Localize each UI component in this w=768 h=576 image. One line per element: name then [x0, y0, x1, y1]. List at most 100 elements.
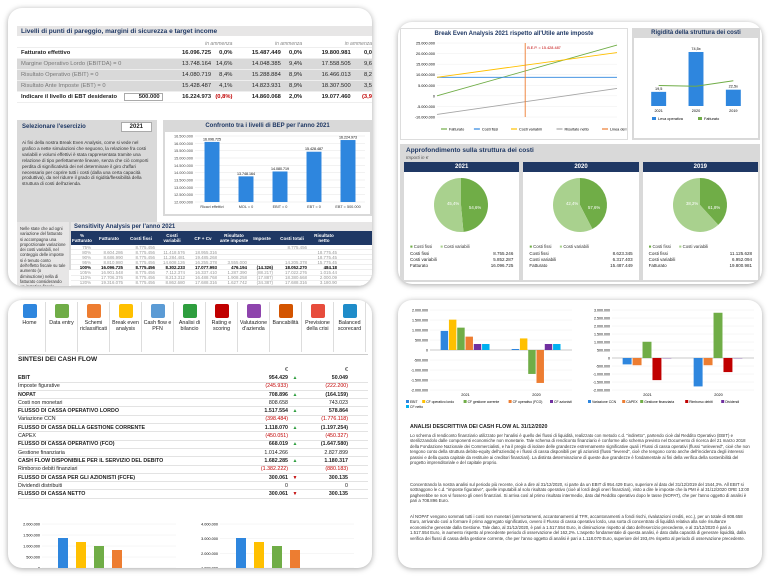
ribbon-button-break-even-analysis[interactable]: Break even analysis — [110, 302, 142, 352]
cash-flow-table: € € EBIT 954.429 ▲ 50.049 Imposte figurative (2… — [18, 366, 368, 499]
ribbon-button-analisi-di-bilancio[interactable]: Analisi di bilancio — [174, 302, 206, 352]
cash-flow-value-previous: (222.200) — [325, 383, 348, 390]
trend-arrow-icon: ▼ — [292, 491, 298, 498]
sensitivity-cell: (34.387) — [256, 280, 273, 286]
mini-bar — [290, 550, 300, 568]
sensitivity-cell: 8.686.990 — [103, 254, 123, 260]
rigidity-chart-title: Rigidità della struttura dei costi — [651, 30, 741, 36]
legend-label: CF gestione corrente — [468, 400, 500, 404]
pie-legend: ■ Costi fissi ■ Costi variabili — [523, 242, 638, 250]
sensitivity-row: 75% 8.775.456 8.775.456 — [71, 245, 372, 251]
pie-value: 8.623.345 — [612, 250, 633, 256]
legend-label: Costi fissi — [413, 243, 433, 249]
cash-flow-bar — [536, 350, 544, 383]
pie-value-label: Costi variabili — [410, 256, 437, 262]
legend-label: CF netto — [410, 405, 423, 409]
sensitivity-row: 120% 19.316.075 8.775.456 8.862.680 17.688.3… — [71, 280, 372, 286]
cash-flow-bar-chart-right: 3.000.000 2.500.000 2.000.000 1.500.000 1.00… — [588, 309, 754, 404]
y-tick-label: -500.000 — [414, 359, 428, 363]
y-tick-label: 10.000.000 — [416, 73, 435, 77]
pie-value-row: Costi fissi 8.755.246 — [404, 250, 519, 256]
pie-slice-variable — [553, 178, 593, 232]
bep-bar — [238, 176, 254, 202]
bep-pct: 0,0% — [219, 50, 233, 56]
analysis-paragraph-3: Al NOPAT vengono sommati tutti i costi n… — [410, 514, 746, 541]
cash-flow-value-current: 668.019 — [268, 441, 288, 448]
sensitivity-header-cell: CF + Cv — [194, 235, 212, 241]
bep-pct: 4,1% — [219, 83, 233, 89]
ribbon-button-schemi-riclassificati[interactable]: Schemi riclassificati — [78, 302, 110, 352]
y-tick-label: 0 — [38, 567, 40, 569]
sensitivity-cell: 1.908.258 — [227, 275, 247, 281]
cash-flow-value-current: 708.896 — [268, 391, 288, 398]
cash-flow-row: Costi non monetari 808.658 743.023 — [18, 399, 368, 408]
target-ebt-input[interactable]: 500.000 — [123, 93, 163, 101]
y-tick-label: 3.000.000 — [201, 537, 218, 541]
pie-value-label: Costi variabili — [648, 256, 676, 262]
legend-swatch — [721, 400, 725, 403]
sensitivity-cell: 110% — [80, 275, 91, 281]
sensitivity-cell: 8.775.456 — [135, 270, 155, 276]
pie-label-fixed: 42,4% — [566, 201, 578, 206]
ribbon-button-bancabilit-[interactable]: Bancabilità — [270, 302, 302, 352]
sensitivity-cell: 14.608.126 — [163, 259, 185, 265]
ribbon-label: Schemi riclassificati — [79, 320, 108, 332]
legend-swatch — [640, 400, 644, 403]
ribbon-icon — [150, 304, 165, 318]
legend-label: EBIT — [410, 400, 418, 404]
y-tick-label: -1.500.000 — [593, 381, 610, 385]
pie-value-row: Fatturato 19.800.981 — [643, 262, 758, 268]
cash-flow-value-current: 1.014.266 — [264, 449, 288, 456]
sensitivity-header-cell: Costi fissi — [130, 235, 152, 241]
leverage-bar — [651, 91, 667, 106]
bep-line-chart-title: Break Even Analysis 2021 rispetto all'Ut… — [434, 31, 594, 37]
ribbon-icon — [310, 304, 325, 318]
ribbon-icon — [182, 304, 197, 318]
sensitivity-cell: 17.688.316 — [195, 280, 217, 286]
exercise-year-select[interactable]: 2021 — [120, 122, 152, 132]
y-tick-label: 14.500.000 — [174, 164, 193, 168]
pie-value: 11.125.628 — [729, 250, 752, 256]
bep-pct: 2,0% — [288, 94, 303, 100]
sensitivity-cell: 8.862.680 — [165, 280, 185, 286]
sensitivity-cell: 8.775.456 — [135, 275, 155, 281]
ribbon-button-data-entry[interactable]: Data entry — [46, 302, 78, 352]
pie-value-row: Fatturato 15.487.449 — [523, 262, 638, 268]
cash-flow-bar — [528, 350, 536, 374]
ribbon-label: Analisi di bilancio — [178, 320, 201, 332]
bep-value: 16.224.973 — [182, 94, 212, 100]
cash-flow-value-previous: (450.327) — [325, 433, 348, 440]
bar-data-label: 16.096.725 — [203, 137, 221, 141]
cash-flow-value-previous: 743.023 — [328, 399, 348, 406]
cash-flow-label: Gestione finanziaria — [18, 449, 65, 456]
legend-label: Linea del B.E.P. — [610, 127, 627, 131]
bar-data-label: 16.224.973 — [339, 136, 357, 140]
pie-chart: 38,2% 61,8% — [672, 178, 727, 232]
ribbon-button-balanced-scorecard[interactable]: Balanced scorecard — [334, 302, 366, 352]
pie-value: 16.096.725 — [490, 262, 514, 268]
cash-flow-bar — [703, 358, 713, 366]
bep-value: 16.096.725 — [182, 50, 212, 56]
ribbon-button-valutazione-d-azienda[interactable]: Valutazione d'azienda — [238, 302, 270, 352]
legend-swatch — [406, 405, 409, 408]
pie-label-fixed: 45,4% — [447, 201, 459, 206]
sensitivity-cell: 8.775.456 — [135, 280, 155, 286]
bep-chart-title: Confronto tra i livelli di BEP per l'ann… — [205, 123, 330, 129]
ribbon-button-cash-flow-e-pfn[interactable]: Cash flow e PFN — [142, 302, 174, 352]
sensitivity-row: 105% 16.901.548 8.775.456 7.112.374 16.337.4… — [71, 270, 372, 276]
legend-swatch: ■ Costi variabili — [440, 243, 470, 249]
sensitivity-table: % Fatturato Fatturato Costi fissi Costi var… — [71, 231, 372, 286]
x-tick-label: 2021 — [643, 393, 651, 397]
sensitivity-cell: 14.205.378 — [285, 259, 307, 265]
bep-level-label: Risultato Ante Imposte (EBT) = 0 — [21, 83, 106, 89]
sensitivity-cell: 18.380.668 — [285, 275, 307, 281]
sensitivity-cell: 17.706.376 — [101, 275, 123, 281]
cash-flow-bar — [723, 358, 733, 373]
ribbon-button-previsione-della-crisi[interactable]: Previsione della crisi — [302, 302, 334, 352]
y-tick-label: 1.000.000 — [201, 567, 218, 569]
sensitivity-row: 80% 8.604.286 8.775.456 11.418.576 18.955.31… — [71, 250, 372, 256]
revenue-line — [658, 80, 734, 87]
ribbon-button-home[interactable]: Home — [14, 302, 46, 352]
sensitivity-cell: 16.488.768 — [195, 275, 217, 281]
ribbon-button-rating-e-scoring[interactable]: Rating e scoring — [206, 302, 238, 352]
